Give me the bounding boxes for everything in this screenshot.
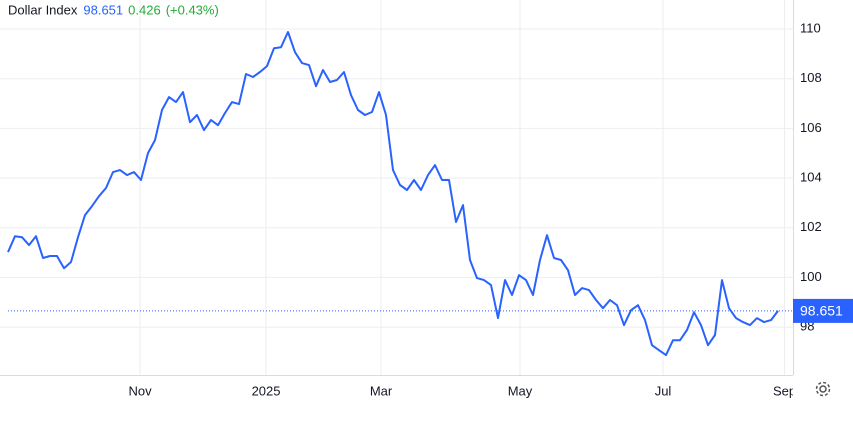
- settings-icon[interactable]: [815, 381, 831, 397]
- y-tick-label: 102: [800, 219, 822, 234]
- y-tick-label: 104: [800, 170, 822, 185]
- last-price: 98.651: [83, 2, 123, 17]
- change: 0.426: [128, 2, 161, 17]
- x-tick-label: Nov: [128, 383, 152, 398]
- change-percent: (+0.43%): [166, 2, 219, 17]
- x-tick-label: 2025: [252, 383, 281, 398]
- price-tag: [793, 298, 853, 323]
- x-axis: Nov 2025 Mar May Jul Sep: [128, 383, 796, 398]
- y-tick-label: 108: [800, 70, 822, 85]
- y-axis-panel: [793, 0, 853, 434]
- line: [7, 31, 779, 357]
- y-tick-label: 100: [800, 269, 822, 284]
- x-tick-label: May: [508, 383, 533, 398]
- x-tick-label: Jul: [655, 383, 672, 398]
- y-tick-label: 110: [800, 20, 821, 35]
- plot: [7, 31, 793, 357]
- chart-title: Dollar Index: [8, 2, 78, 17]
- x-tick-label: Mar: [370, 383, 393, 398]
- grid: [0, 0, 793, 375]
- y-tick-label: 106: [800, 120, 822, 135]
- price-tag-label: 98.651: [800, 303, 843, 319]
- x-tick-label: Sep: [773, 383, 796, 398]
